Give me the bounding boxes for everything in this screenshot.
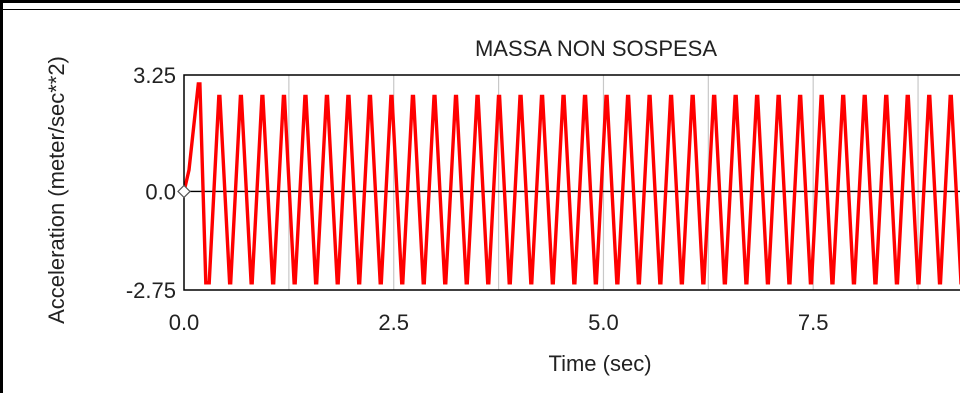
x-tick-label-1: 2.5 (378, 310, 409, 335)
acceleration-series-line (184, 82, 960, 285)
plot-frame (183, 74, 960, 291)
x-tick-label-3: 7.5 (798, 310, 829, 335)
plot-frame-layer (183, 74, 960, 291)
y-axis-label: Acceleration (meter/sec**2) (44, 56, 69, 324)
chart-title: MASSA NON SOSPESA (475, 36, 717, 61)
tick-labels-layer: 0.0 2.5 5.0 7.5 3.25 0.0 -2.75 (126, 63, 829, 335)
x-tick-label-0: 0.0 (169, 310, 200, 335)
x-tick-label-2: 5.0 (588, 310, 619, 335)
window-top-rule (0, 9, 960, 10)
origin-marker-layer (177, 184, 191, 199)
y-tick-label-0: 3.25 (133, 63, 176, 88)
origin-diamond-marker (177, 184, 191, 199)
series-layer (184, 82, 960, 285)
x-axis-label: Time (sec) (548, 351, 651, 376)
y-tick-label-1: 0.0 (145, 179, 176, 204)
y-tick-label-2: -2.75 (126, 278, 176, 303)
